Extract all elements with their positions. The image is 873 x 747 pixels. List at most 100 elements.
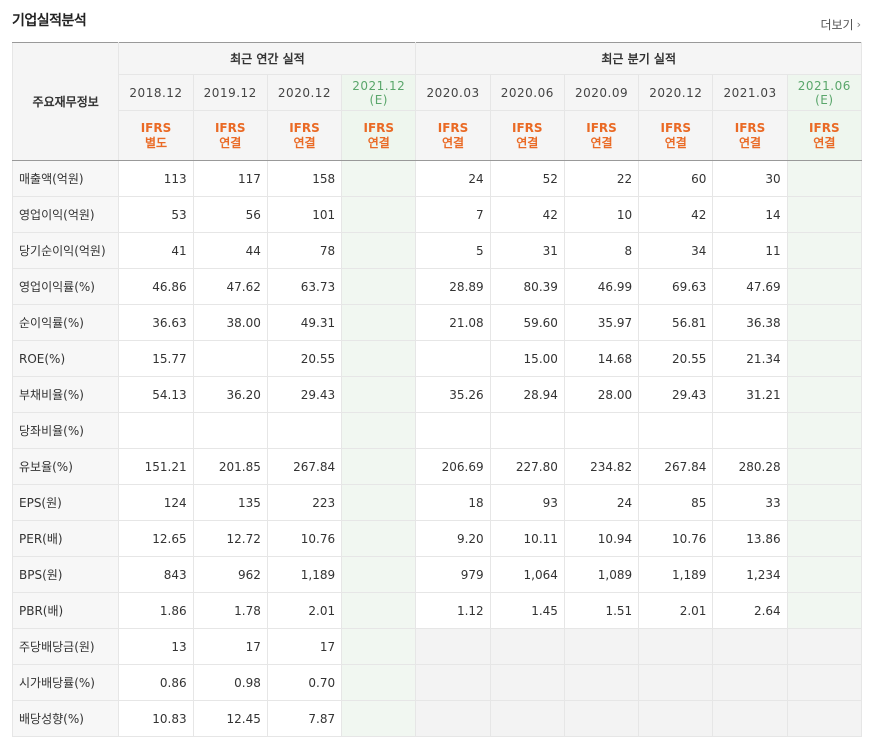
value-cell: 49.31 [266,304,343,341]
value-cell: 24 [563,484,640,521]
value-cell [786,196,863,233]
period-date: 2020.06 [500,85,554,100]
period-header: 2020.12 [266,74,343,111]
group-annual-header: 최근 연간 실적 [118,42,417,75]
value-cell [563,664,640,701]
value-cell: 0.98 [192,664,268,701]
value-cell [489,412,565,449]
value-cell: 20.55 [638,340,714,377]
value-cell [489,628,565,665]
more-label: 더보기 [820,18,854,32]
group-quarter-header: 최근 분기 실적 [415,42,862,75]
accounting-standard: IFRS 연결 [489,110,565,161]
standard-label: IFRS [512,120,543,135]
table-row: BPS(원) 843 962 1,189 979 1,064 1,089 1,189 1,234 [11,556,863,593]
table-row: 당좌비율(%) [11,412,863,449]
scope-label: 연결 [590,135,613,150]
row-label: BPS(원) [11,556,120,593]
period-date: 2021.06 [797,78,851,93]
value-cell [415,664,491,701]
value-cell [786,592,863,629]
table-row: 당기순이익(억원) 41 44 78 5 31 8 34 11 [11,232,863,269]
value-cell [786,232,863,269]
value-cell: 42 [638,196,714,233]
value-cell: 10.94 [563,520,640,557]
table-row: 순이익률(%) 36.63 38.00 49.31 21.08 59.60 35.97 56.… [11,304,863,341]
value-cell: 41 [118,232,194,269]
value-cell [118,412,194,449]
value-cell [786,448,863,485]
estimate-marker: (E) [369,92,388,107]
row-label: 부채비율(%) [11,376,120,413]
value-cell [341,700,417,737]
scope-label: 연결 [516,135,539,150]
value-cell [563,628,640,665]
section-title: 기업실적분석 [12,13,87,29]
period-header: 2020.09 [563,74,640,111]
value-cell: 10 [563,196,640,233]
value-cell: 223 [266,484,343,521]
period-date: 2021.03 [723,85,777,100]
chevron-right-icon: › [856,18,861,31]
value-cell: 9.20 [415,520,491,557]
value-cell: 1.86 [118,592,194,629]
value-cell: 227.80 [489,448,565,485]
accounting-standard: IFRS 연결 [786,110,863,161]
value-cell: 10.76 [266,520,343,557]
table-row: 주당배당금(원) 13 17 17 [11,628,863,665]
accounting-standard: IFRS 연결 [712,110,788,161]
value-cell: 113 [118,160,194,197]
value-cell: 135 [192,484,268,521]
value-cell [786,268,863,305]
value-cell: 31.21 [712,376,788,413]
scope-label: 연결 [367,135,390,150]
standard-label: IFRS [734,120,766,135]
value-cell: 69.63 [638,268,714,305]
value-cell: 2.64 [712,592,788,629]
value-cell: 8 [563,232,640,269]
scope-label: 연결 [813,135,836,150]
more-link[interactable]: 더보기 › [820,16,861,33]
scope-label: 연결 [738,135,762,150]
value-cell: 267.84 [266,448,343,485]
standard-label: IFRS [809,120,840,135]
value-cell: 0.86 [118,664,194,701]
value-cell: 36.63 [118,304,194,341]
financial-table: 주요재무정보 최근 연간 실적 최근 분기 실적 2018.12 2019.12 2… [11,42,863,737]
value-cell [786,304,863,341]
accounting-standard: IFRS 연결 [192,110,268,161]
value-cell: 85 [638,484,714,521]
value-cell: 29.43 [266,376,343,413]
value-cell: 201.85 [192,448,268,485]
value-cell: 158 [266,160,343,197]
value-cell [415,412,491,449]
row-label: 시가배당률(%) [11,664,120,701]
value-cell [341,556,417,593]
value-cell: 56 [192,196,268,233]
value-cell: 14.68 [563,340,640,377]
row-label: ROE(%) [11,340,120,377]
value-cell: 36.20 [192,376,268,413]
value-cell: 35.26 [415,376,491,413]
value-cell: 1,189 [266,556,343,593]
value-cell: 117 [192,160,268,197]
value-cell [341,520,417,557]
accounting-standard: IFRS 연결 [638,110,714,161]
value-cell [712,628,788,665]
row-header-title: 주요재무정보 [11,42,120,161]
table-row: PER(배) 12.65 12.72 10.76 9.20 10.11 10.94 10.76… [11,520,863,557]
value-cell: 28.89 [415,268,491,305]
value-cell: 1,064 [489,556,565,593]
value-cell [786,412,863,449]
row-label: 배당성향(%) [11,700,120,737]
row-label: 순이익률(%) [11,304,120,341]
value-cell: 35.97 [563,304,640,341]
value-cell [786,556,863,593]
standard-label: IFRS [363,120,395,135]
period-header: 2020.03 [415,74,491,111]
value-cell: 14 [712,196,788,233]
row-label: 유보율(%) [11,448,120,485]
period-header: 2021.03 [712,74,788,111]
table-row: 유보율(%) 151.21 201.85 267.84 206.69 227.80 234.… [11,448,863,485]
value-cell [341,448,417,485]
